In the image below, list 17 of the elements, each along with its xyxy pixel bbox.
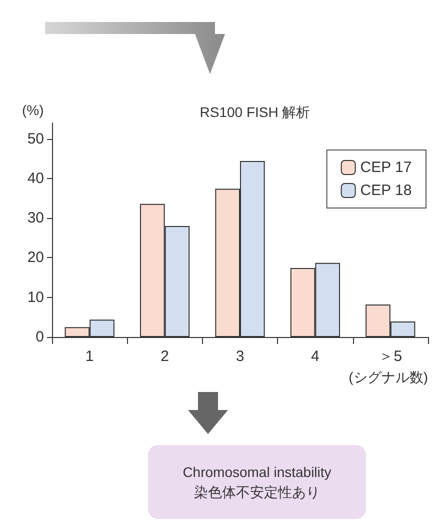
y-tick-label: 10 [27, 288, 44, 306]
y-tick-label: 0 [36, 328, 44, 346]
x-tick-label: ＞5 [378, 348, 402, 365]
legend-label: CEP 18 [360, 182, 412, 199]
y-tick-label: 40 [27, 170, 44, 187]
x-tick-label: 1 [85, 348, 94, 365]
legend-label: CEP 17 [360, 159, 412, 176]
x-axis-title: (シグナル数) [348, 369, 428, 385]
x-tick-label: 3 [236, 348, 244, 365]
y-axis-title: (%) [22, 102, 44, 118]
chart-title: RS100 FISH 解析 [200, 104, 310, 120]
x-tick-label: 4 [311, 348, 320, 365]
text-box: Chromosomal instability 染色体不安定性あり [148, 445, 366, 519]
x-tick-label: 2 [160, 348, 169, 365]
y-tick-label: 30 [27, 210, 44, 227]
y-tick-label: 50 [27, 130, 44, 148]
y-tick-label: 20 [27, 249, 44, 266]
